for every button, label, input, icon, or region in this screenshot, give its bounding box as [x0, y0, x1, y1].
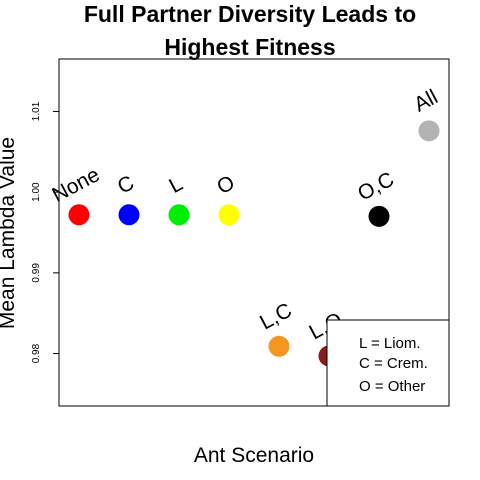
data-point-label: O,C	[354, 168, 398, 206]
y-axis-title: Mean Lambda Value	[0, 137, 19, 329]
legend-entry-liom: L = Liom.	[359, 335, 421, 352]
legend-entry-other: O = Other	[359, 378, 425, 395]
data-point	[418, 120, 440, 142]
data-point-label: L	[165, 172, 186, 198]
data-point	[68, 204, 90, 226]
chart-title-line-1: Full Partner Diversity Leads to	[84, 1, 416, 27]
y-tick-label: 1.01	[31, 101, 42, 121]
data-point	[218, 204, 240, 226]
data-point-label: C	[114, 171, 138, 198]
chart-title-line-2: Highest Fitness	[164, 34, 335, 60]
data-point-label: All	[410, 85, 441, 116]
legend-box	[326, 319, 450, 407]
data-point-label: None	[48, 163, 103, 207]
data-point-label: O	[213, 171, 238, 199]
y-tick-label: 0.98	[31, 343, 42, 363]
data-point	[268, 335, 290, 357]
data-point-label: L,C	[256, 299, 296, 335]
plot-frame	[58, 58, 450, 407]
data-point	[168, 204, 190, 226]
y-tick-label: 1.00	[31, 182, 42, 202]
y-tick-label: 0.99	[31, 263, 42, 283]
y-axis: 0.98 0.99 1.00 1.01	[31, 101, 59, 363]
legend-entry-crem: C = Crem.	[359, 355, 428, 372]
data-point	[368, 205, 390, 227]
legend: L = Liom. C = Crem. O = Other	[326, 319, 450, 407]
data-point	[118, 204, 140, 226]
x-axis-title: Ant Scenario	[194, 444, 314, 467]
